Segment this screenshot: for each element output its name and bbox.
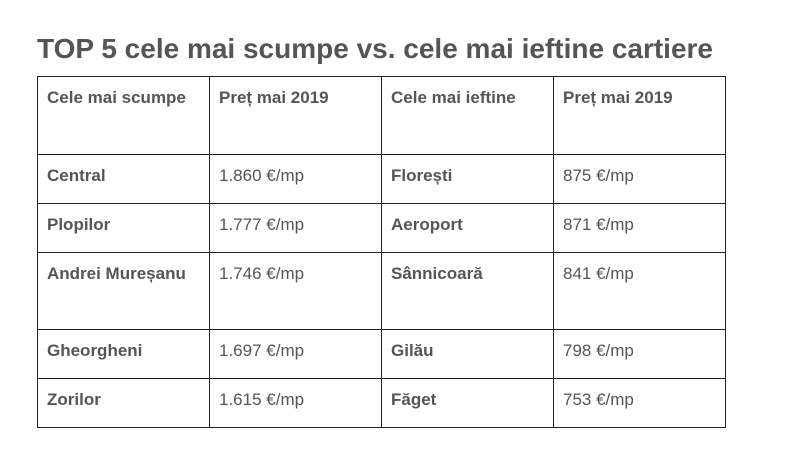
- cheap-price-cell: 753 €/mp: [553, 378, 726, 428]
- expensive-neighborhood-cell: Gheorgheni: [37, 329, 210, 379]
- expensive-price-cell: 1.746 €/mp: [209, 252, 382, 330]
- table-row: Plopilor 1.777 €/mp Aeroport 871 €/mp: [37, 203, 726, 253]
- table-row: Central 1.860 €/mp Florești 875 €/mp: [37, 154, 726, 204]
- cheap-neighborhood-cell: Florești: [381, 154, 554, 204]
- cheap-neighborhood-cell: Gilău: [381, 329, 554, 379]
- expensive-neighborhood-cell: Andrei Mureșanu: [37, 252, 210, 330]
- table-header-row: Cele mai scumpe Preț mai 2019 Cele mai i…: [37, 76, 726, 155]
- expensive-neighborhood-cell: Plopilor: [37, 203, 210, 253]
- table-row: Gheorgheni 1.697 €/mp Gilău 798 €/mp: [37, 329, 726, 379]
- expensive-price-cell: 1.697 €/mp: [209, 329, 382, 379]
- expensive-price-cell: 1.615 €/mp: [209, 378, 382, 428]
- table-row: Andrei Mureșanu 1.746 €/mp Sânnicoară 84…: [37, 252, 726, 330]
- header-cheapest: Cele mai ieftine: [381, 76, 554, 155]
- cheap-price-cell: 871 €/mp: [553, 203, 726, 253]
- cheap-neighborhood-cell: Făget: [381, 378, 554, 428]
- expensive-price-cell: 1.777 €/mp: [209, 203, 382, 253]
- table-row: Zorilor 1.615 €/mp Făget 753 €/mp: [37, 378, 726, 428]
- header-price-expensive: Preț mai 2019: [209, 76, 382, 155]
- expensive-price-cell: 1.860 €/mp: [209, 154, 382, 204]
- expensive-neighborhood-cell: Zorilor: [37, 378, 210, 428]
- header-price-cheapest: Preț mai 2019: [553, 76, 726, 155]
- page-title: TOP 5 cele mai scumpe vs. cele mai iefti…: [37, 33, 714, 64]
- prices-table: Cele mai scumpe Preț mai 2019 Cele mai i…: [37, 76, 726, 428]
- cheap-neighborhood-cell: Sânnicoară: [381, 252, 554, 330]
- cheap-price-cell: 841 €/mp: [553, 252, 726, 330]
- expensive-neighborhood-cell: Central: [37, 154, 210, 204]
- cheap-neighborhood-cell: Aeroport: [381, 203, 554, 253]
- header-most-expensive: Cele mai scumpe: [37, 76, 210, 155]
- cheap-price-cell: 798 €/mp: [553, 329, 726, 379]
- cheap-price-cell: 875 €/mp: [553, 154, 726, 204]
